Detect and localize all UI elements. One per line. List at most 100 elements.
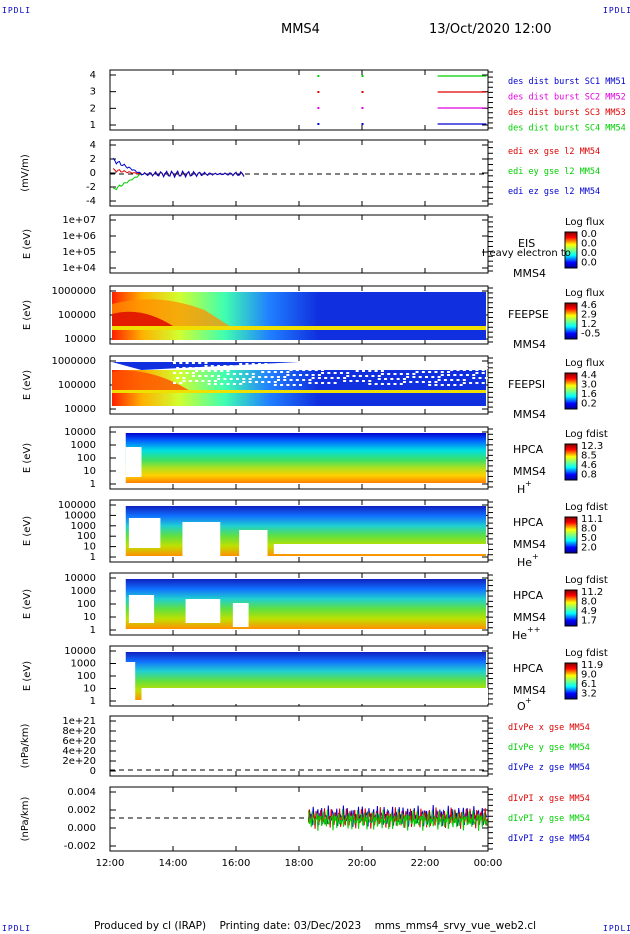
feepsi-noise <box>399 383 403 385</box>
feepsi-noise <box>201 367 205 369</box>
feepsi-noise <box>365 375 369 377</box>
hpca_he2-ytick: 100 <box>77 599 96 610</box>
feepsi-noise <box>402 368 406 370</box>
feepsi-noise <box>358 362 362 364</box>
feepsi-noise <box>421 381 425 383</box>
xtick-label: 14:00 <box>159 858 188 869</box>
feepsi-noise <box>409 368 413 370</box>
divpi-ytick: -0.002 <box>64 841 96 852</box>
feepsi-noise <box>324 367 328 369</box>
feepsi-noise <box>478 364 482 366</box>
feepse-cbar-label: 2.9 <box>581 310 597 321</box>
eis-ytick: 1e+04 <box>62 263 96 274</box>
hpca_he2-gap <box>128 595 155 623</box>
feepsi-noise <box>349 380 353 382</box>
feepsi-noise <box>437 366 441 368</box>
feepsi-noise <box>425 376 428 378</box>
edi-legend-1: edi ey gse l2 MM54 <box>508 167 600 177</box>
hpca_he2-cbar-label: 11.2 <box>581 587 603 598</box>
feepsi-noise <box>330 377 334 379</box>
feepsi-noise <box>321 382 325 384</box>
corner-label-tr: IPDLI <box>603 6 630 15</box>
feepse-spacecraft: MMS4 <box>513 338 546 351</box>
feepsi-noise <box>415 368 419 370</box>
feepsi-noise <box>299 384 302 386</box>
hpca_he2-ytick: 1 <box>90 625 96 636</box>
feepsi-noise <box>428 384 432 386</box>
feepsi-noise <box>343 377 347 379</box>
feepsi-noise <box>286 371 290 373</box>
divpi-ytick: 0.000 <box>67 823 96 834</box>
feepsi-noise <box>362 380 365 382</box>
hpca_h-cbar-label: 0.8 <box>581 470 597 481</box>
hpca_h-cbar-title: Log fdist <box>565 429 608 440</box>
eis-overlay: Heavy electron to <box>482 248 571 259</box>
eis-cbar-label: 0.0 <box>581 229 597 240</box>
feepsi-noise <box>418 363 422 365</box>
feepse-ytick: 100000 <box>58 310 96 321</box>
feepsi-noise <box>339 362 343 364</box>
burst-ytick: 4 <box>90 70 96 81</box>
feepsi-noise <box>437 379 441 381</box>
feepsi-noise <box>365 365 369 367</box>
feepsi-noise <box>352 375 356 377</box>
edi-series <box>112 157 245 179</box>
hpca_he1-gap <box>273 544 488 554</box>
feepsi-noise <box>327 372 331 374</box>
feepsi-noise <box>251 363 255 365</box>
feepsi-noise <box>245 373 249 375</box>
feepsi-noise <box>317 377 321 379</box>
feepsi-noise <box>213 370 217 372</box>
feepsi-noise <box>402 378 406 380</box>
feepsi-noise <box>362 370 365 372</box>
feepsi-noise <box>330 367 334 369</box>
feepsi-noise <box>336 367 340 369</box>
feepsi-noise <box>339 372 343 374</box>
eis-cbar-label: 0.0 <box>581 248 597 259</box>
hpca_h-species: H <box>517 483 525 496</box>
hpca_o-cbar-title: Log fdist <box>565 648 608 659</box>
hpca_o-instrument: HPCA <box>513 662 544 675</box>
feepsi-noise <box>299 364 302 366</box>
feepsi-noise <box>207 383 211 385</box>
feepsi-noise <box>280 371 284 373</box>
feepsi-noise <box>371 375 375 377</box>
feepsi-cbar-label: 0.2 <box>581 399 597 410</box>
hpca_h-ytick: 10 <box>83 466 96 477</box>
hpca_h-spectrogram <box>125 433 486 483</box>
burst-legend-0: des dist burst SC1 MM51 <box>508 77 626 87</box>
feepse-cbar-label: 1.2 <box>581 319 597 330</box>
feepsi-noise <box>182 367 186 369</box>
feepsi-noise <box>377 375 381 377</box>
feepsi-noise <box>324 364 328 366</box>
feepsi-noise <box>286 374 290 376</box>
edi-ytick: 4 <box>90 140 96 151</box>
divpe-ytick: 2e+20 <box>62 756 96 767</box>
feepse-colorbar <box>564 302 578 340</box>
burst-dot <box>361 107 364 109</box>
feepsi-noise <box>377 378 381 380</box>
feepse-ylabel: E (eV) <box>22 300 33 330</box>
hpca_h-ytick: 1 <box>90 479 96 490</box>
feepsi-noise <box>270 376 274 378</box>
feepsi-noise <box>188 380 192 382</box>
hpca_he1-ytick: 10 <box>83 542 96 553</box>
feepsi-noise <box>418 376 422 378</box>
hpca_he2-species: He <box>512 629 527 642</box>
eis-cbar-title: Log flux <box>565 217 605 228</box>
feepsi-noise <box>213 380 217 382</box>
feepsi-noise <box>204 375 208 377</box>
hpca_he1-spacecraft: MMS4 <box>513 538 546 551</box>
feepsi-noise <box>188 367 192 369</box>
feepse-cbar-label: 4.6 <box>581 300 597 311</box>
hpca_he1-species: He <box>517 556 532 569</box>
feepsi-noise <box>384 365 388 367</box>
feepsi-noise <box>232 383 236 385</box>
hpca_he2-cbar-label: 1.7 <box>581 616 597 627</box>
hpca_o-cbar-label: 6.1 <box>581 679 597 690</box>
burst-ytick: 3 <box>90 87 96 98</box>
hpca_he2-charge: ++ <box>527 625 540 634</box>
feepse-ytick: 10000 <box>64 334 96 345</box>
feepsi-noise <box>299 374 302 376</box>
feepsi-noise <box>242 381 246 383</box>
